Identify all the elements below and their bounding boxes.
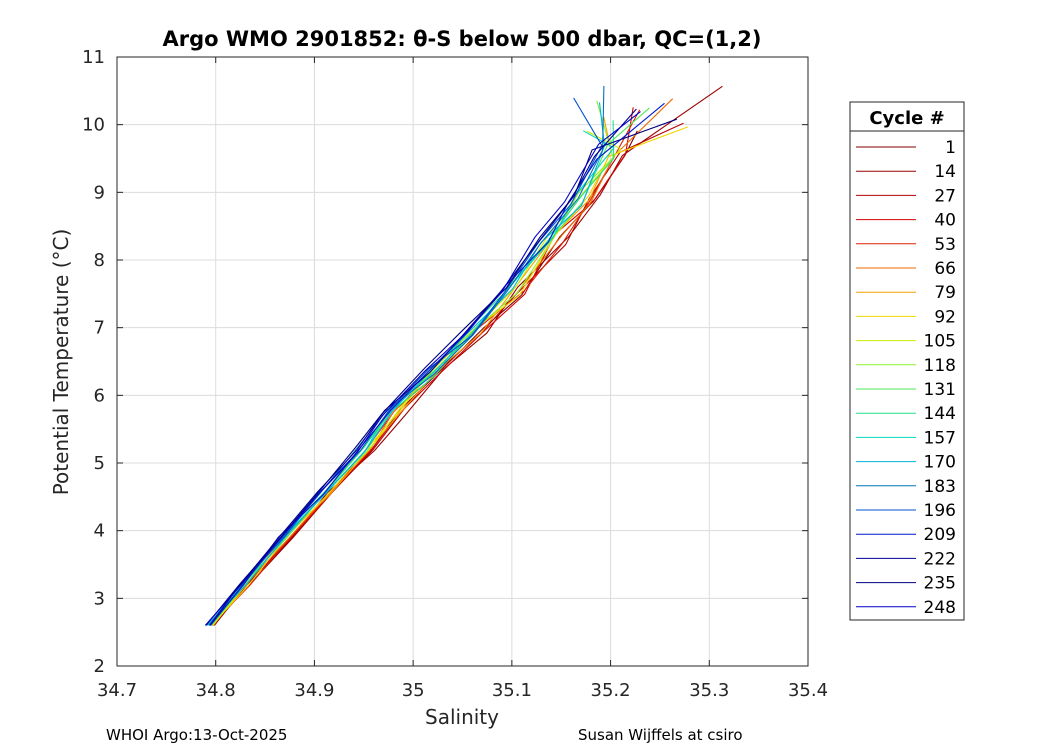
legend-label: 79 bbox=[934, 283, 956, 303]
legend-title: Cycle # bbox=[869, 108, 944, 129]
legend-label: 105 bbox=[924, 332, 956, 352]
footer-source: WHOI Argo:13-Oct-2025 bbox=[106, 726, 288, 744]
x-tick-label: 35.1 bbox=[492, 680, 532, 701]
legend-label: 209 bbox=[924, 525, 956, 545]
profile-line-cycle-235 bbox=[205, 118, 677, 626]
y-tick-label: 4 bbox=[94, 521, 105, 542]
plot-frame bbox=[116, 56, 809, 667]
legend-label: 222 bbox=[924, 549, 956, 569]
y-tick-label: 3 bbox=[94, 588, 105, 609]
x-tick-label: 34.9 bbox=[294, 680, 334, 701]
profile-line-cycle-196 bbox=[208, 97, 603, 626]
x-tick-label: 34.7 bbox=[97, 680, 137, 701]
profile-line-cycle-248 bbox=[204, 111, 641, 626]
y-tick-label: 7 bbox=[94, 318, 105, 339]
legend-label: 170 bbox=[924, 453, 956, 473]
profile-line-cycle-40 bbox=[213, 107, 634, 626]
x-axis-label: Salinity bbox=[425, 705, 499, 729]
legend-label: 183 bbox=[924, 477, 956, 497]
legend-label: 248 bbox=[924, 598, 956, 618]
legend-label: 92 bbox=[934, 307, 956, 327]
legend-label: 53 bbox=[934, 235, 956, 255]
y-tick-label: 5 bbox=[94, 453, 105, 474]
legend-label: 235 bbox=[924, 574, 956, 594]
legend-label: 1 bbox=[945, 138, 956, 158]
profile-lines bbox=[204, 85, 723, 626]
y-tick-label: 2 bbox=[94, 656, 105, 677]
y-tick-label: 8 bbox=[94, 250, 105, 271]
y-tick-label: 11 bbox=[82, 47, 105, 68]
footer-credit: Susan Wijffels at csiro bbox=[578, 726, 743, 744]
legend-label: 131 bbox=[924, 380, 956, 400]
chart-title: Argo WMO 2901852: θ-S below 500 dbar, QC… bbox=[163, 27, 762, 51]
y-tick-label: 6 bbox=[94, 385, 105, 406]
legend-box bbox=[849, 101, 965, 621]
legend: Cycle #1 14 27 40 53 66 79 92 105 118 131 144 157 170… bbox=[849, 101, 965, 621]
legend-label: 196 bbox=[924, 501, 956, 521]
legend-label: 157 bbox=[924, 428, 956, 448]
legend-label: 118 bbox=[924, 356, 956, 376]
profile-line-cycle-183 bbox=[210, 85, 605, 626]
x-tick-label: 35.4 bbox=[788, 680, 828, 701]
axis-ticks: 34.7 34.8 34.9 35 35.1 35.2 35.3 35.4 2 3 4 5 6 7 8 9 10… bbox=[82, 47, 828, 701]
x-tick-label: 35.3 bbox=[689, 680, 729, 701]
legend-label: 40 bbox=[934, 211, 956, 231]
y-axis-label: Potential Temperature (°C) bbox=[49, 229, 73, 496]
legend-label: 27 bbox=[934, 186, 956, 206]
x-tick-label: 34.8 bbox=[196, 680, 236, 701]
legend-label: 14 bbox=[934, 162, 956, 182]
legend-label: 66 bbox=[934, 259, 956, 279]
y-tick-label: 10 bbox=[82, 115, 105, 136]
y-tick-label: 9 bbox=[94, 182, 105, 203]
plot-area bbox=[117, 57, 808, 666]
x-tick-label: 35.2 bbox=[591, 680, 631, 701]
legend-label: 144 bbox=[924, 404, 956, 424]
x-tick-label: 35 bbox=[402, 680, 425, 701]
